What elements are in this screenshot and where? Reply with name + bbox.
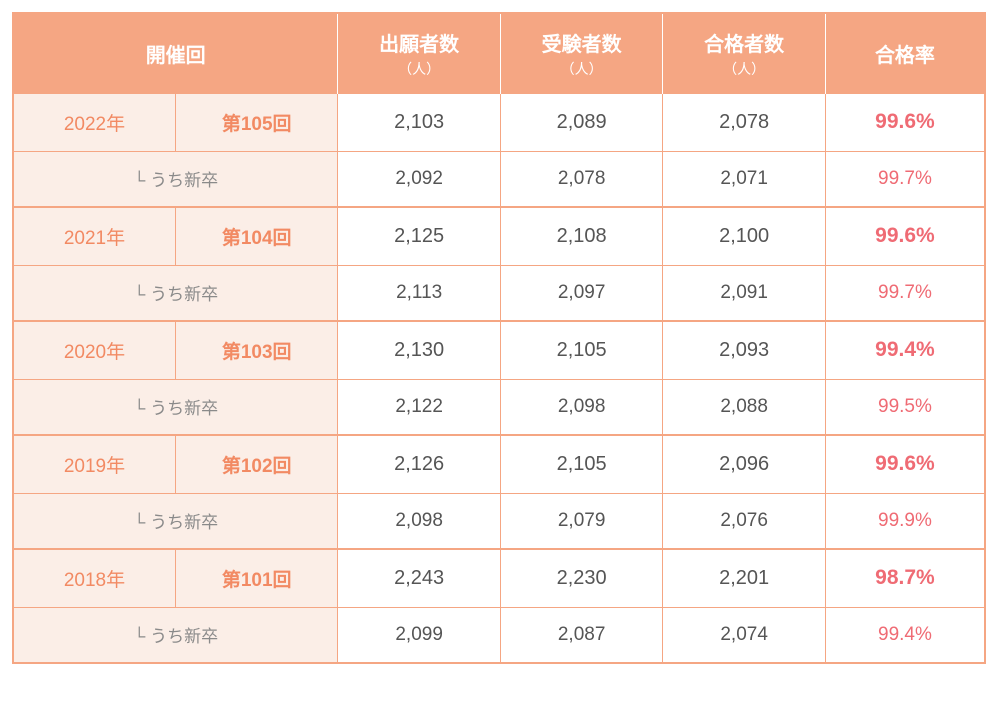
examinees-cell: 2,079 [500,493,663,549]
rate-cell: 99.4% [825,321,985,379]
sub-label-cell: └ うち新卒 [13,493,338,549]
year-cell: 2021年 [13,207,175,265]
applicants-cell: 2,092 [338,151,501,207]
applicants-cell: 2,103 [338,93,501,151]
passers-cell: 2,078 [663,93,826,151]
table-body: 2022年第105回2,1032,0892,07899.6%└ うち新卒2,09… [13,93,985,663]
header-session: 開催回 [13,13,338,93]
applicants-cell: 2,113 [338,265,501,321]
applicants-cell: 2,099 [338,607,501,663]
sub-label-cell: └ うち新卒 [13,607,338,663]
header-examinees-unit: （人） [501,59,663,79]
rate-cell: 99.9% [825,493,985,549]
session-cell: 第103回 [175,321,337,379]
header-examinees-label: 受験者数 [542,34,622,56]
rate-cell: 99.7% [825,265,985,321]
passers-cell: 2,201 [663,549,826,607]
applicants-cell: 2,126 [338,435,501,493]
rate-cell: 99.6% [825,93,985,151]
rate-cell: 99.4% [825,607,985,663]
session-cell: 第104回 [175,207,337,265]
applicants-cell: 2,125 [338,207,501,265]
year-cell: 2020年 [13,321,175,379]
examinees-cell: 2,105 [500,435,663,493]
applicants-cell: 2,130 [338,321,501,379]
header-applicants: 出願者数 （人） [338,13,501,93]
sub-label-cell: └ うち新卒 [13,379,338,435]
rate-cell: 99.6% [825,435,985,493]
header-applicants-unit: （人） [338,59,500,79]
applicants-cell: 2,243 [338,549,501,607]
table-row-main: 2022年第105回2,1032,0892,07899.6% [13,93,985,151]
rate-cell: 99.5% [825,379,985,435]
examinees-cell: 2,108 [500,207,663,265]
examinees-cell: 2,078 [500,151,663,207]
header-rate: 合格率 [825,13,985,93]
sub-label-cell: └ うち新卒 [13,151,338,207]
sub-label-cell: └ うち新卒 [13,265,338,321]
passers-cell: 2,093 [663,321,826,379]
year-cell: 2018年 [13,549,175,607]
passers-cell: 2,088 [663,379,826,435]
passers-cell: 2,074 [663,607,826,663]
table-row-sub: └ うち新卒2,0922,0782,07199.7% [13,151,985,207]
table-row-sub: └ うち新卒2,1222,0982,08899.5% [13,379,985,435]
table-row-sub: └ うち新卒2,1132,0972,09199.7% [13,265,985,321]
pass-rate-table: 開催回 出願者数（人） 受験者数（人） 合格者数（人） 合格率 2022年第10… [12,12,986,664]
passers-cell: 2,076 [663,493,826,549]
table-header-row: 開催回 出願者数 （人） 受験者数 （人） 合格者数 （人） 合格率 [13,13,985,93]
session-cell: 第101回 [175,549,337,607]
rate-cell: 99.6% [825,207,985,265]
header-examinees: 受験者数 （人） [500,13,663,93]
examinees-cell: 2,097 [500,265,663,321]
session-cell: 第102回 [175,435,337,493]
table-row-main: 2018年第101回2,2432,2302,20198.7% [13,549,985,607]
table-row-main: 2020年第103回2,1302,1052,09399.4% [13,321,985,379]
table-row-sub: └ うち新卒2,0982,0792,07699.9% [13,493,985,549]
rate-cell: 98.7% [825,549,985,607]
year-cell: 2022年 [13,93,175,151]
rate-cell: 99.7% [825,151,985,207]
passers-cell: 2,071 [663,151,826,207]
examinees-cell: 2,105 [500,321,663,379]
header-rate-label: 合格率 [875,45,935,67]
header-passers-label: 合格者数 [704,34,784,56]
header-passers-unit: （人） [663,59,825,79]
applicants-cell: 2,098 [338,493,501,549]
examinees-cell: 2,089 [500,93,663,151]
passers-cell: 2,091 [663,265,826,321]
header-session-label: 開催回 [146,45,206,67]
table-row-sub: └ うち新卒2,0992,0872,07499.4% [13,607,985,663]
table-row-main: 2019年第102回2,1262,1052,09699.6% [13,435,985,493]
session-cell: 第105回 [175,93,337,151]
table-row-main: 2021年第104回2,1252,1082,10099.6% [13,207,985,265]
header-passers: 合格者数 （人） [663,13,826,93]
year-cell: 2019年 [13,435,175,493]
examinees-cell: 2,230 [500,549,663,607]
applicants-cell: 2,122 [338,379,501,435]
passers-cell: 2,096 [663,435,826,493]
examinees-cell: 2,098 [500,379,663,435]
examinees-cell: 2,087 [500,607,663,663]
header-applicants-label: 出願者数 [379,34,459,56]
passers-cell: 2,100 [663,207,826,265]
